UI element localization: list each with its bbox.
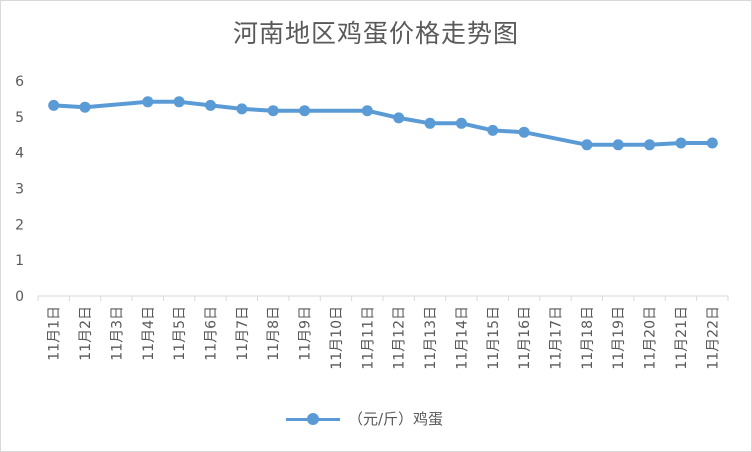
y-tick-label: 2 — [15, 217, 24, 233]
y-tick-label: 0 — [15, 289, 24, 305]
y-tick-label: 3 — [15, 182, 24, 198]
data-point — [455, 117, 467, 129]
data-point — [48, 99, 60, 111]
data-point — [644, 139, 656, 151]
x-tick-label: 11月19日 — [611, 306, 627, 370]
data-point — [706, 137, 718, 149]
x-tick-label: 11月12日 — [392, 306, 408, 370]
legend-label: （元/斤）鸡蛋 — [348, 410, 444, 428]
data-point — [205, 99, 216, 111]
y-tick-label: 5 — [15, 110, 24, 126]
data-point — [675, 137, 687, 149]
x-tick-label: 11月3日 — [109, 306, 125, 361]
x-tick-label: 11月22日 — [705, 306, 721, 370]
x-tick-label: 11月5日 — [172, 306, 188, 361]
data-point — [267, 105, 279, 117]
legend-marker-icon — [286, 409, 340, 429]
x-tick-label: 11月9日 — [298, 306, 314, 361]
x-tick-label: 11月21日 — [674, 306, 690, 370]
data-point — [142, 96, 154, 108]
x-tick-label: 11月4日 — [141, 306, 157, 361]
x-tick-label: 11月11日 — [360, 306, 376, 370]
x-tick-label: 11月1日 — [47, 306, 63, 361]
data-point — [424, 117, 436, 129]
data-point — [299, 105, 311, 117]
data-point — [487, 124, 499, 136]
series-line — [51, 99, 715, 147]
data-point — [173, 96, 185, 108]
x-tick-label: 11月2日 — [78, 306, 94, 361]
x-tick-label: 11月16日 — [517, 306, 533, 370]
x-tick-label: 11月17日 — [549, 306, 565, 370]
data-point — [581, 139, 593, 151]
x-tick-label: 11月13日 — [423, 306, 439, 370]
y-tick-label: 6 — [15, 74, 24, 90]
data-point — [518, 126, 530, 138]
data-point — [236, 103, 248, 115]
x-tick-label: 11月10日 — [329, 306, 345, 370]
x-tick-label: 11月14日 — [454, 306, 470, 370]
data-point — [393, 112, 405, 124]
chart-title: 河南地区鸡蛋价格走势图 — [232, 19, 519, 48]
data-point — [79, 101, 91, 113]
y-tick-label: 1 — [15, 253, 24, 269]
x-tick-label: 11月20日 — [643, 306, 659, 370]
y-tick-label: 4 — [15, 146, 24, 162]
x-tick-label: 11月7日 — [235, 306, 251, 361]
x-tick-label: 11月8日 — [266, 306, 282, 361]
x-tick-label: 11月18日 — [580, 306, 596, 370]
legend: （元/斤）鸡蛋 — [286, 408, 443, 429]
data-point — [361, 105, 373, 117]
x-tick-label: 11月6日 — [204, 306, 220, 361]
x-tick-label: 11月15日 — [486, 306, 502, 370]
data-point — [612, 139, 624, 151]
